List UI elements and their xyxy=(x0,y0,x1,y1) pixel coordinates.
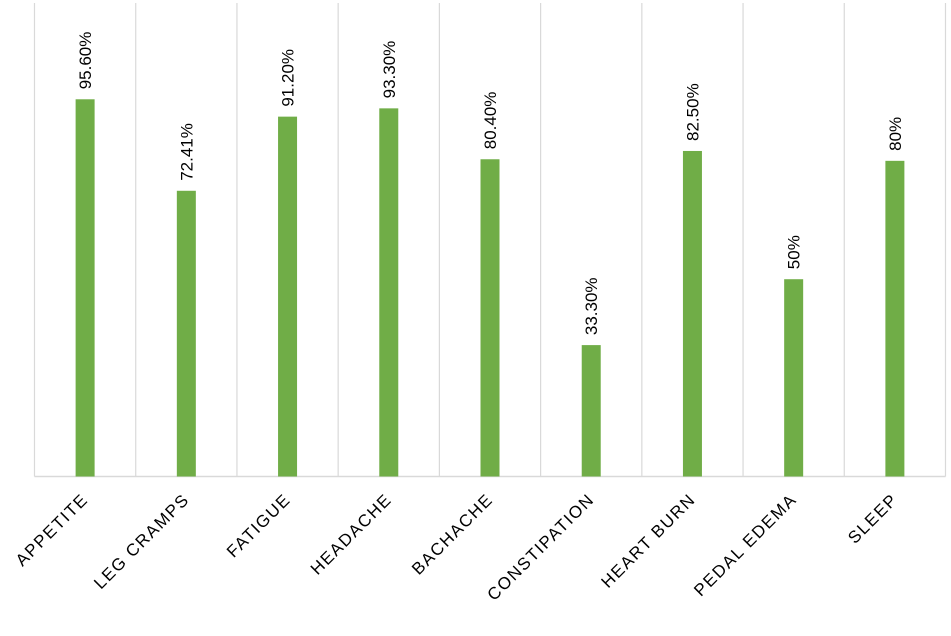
category-tick-label: HEADACHE xyxy=(307,490,396,579)
bar xyxy=(278,116,298,477)
category-tick-label: CONSTIPATION xyxy=(483,490,598,605)
bar xyxy=(480,159,500,477)
data-label: 91.20% xyxy=(279,49,298,107)
bars xyxy=(75,99,905,477)
bar xyxy=(682,150,702,477)
bar xyxy=(176,190,196,477)
data-label: 72.41% xyxy=(177,123,196,181)
bar xyxy=(784,279,804,477)
category-tick-label: PEDAL EDEMA xyxy=(690,490,800,600)
data-label: 80.40% xyxy=(481,92,500,150)
data-label: 93.30% xyxy=(380,41,399,99)
data-label: 33.30% xyxy=(582,277,601,335)
category-tick-label: APPETITE xyxy=(12,490,92,570)
data-label: 82.50% xyxy=(683,83,702,141)
data-label: 50% xyxy=(785,235,804,269)
category-tick-label: SLEEP xyxy=(844,490,901,547)
category-tick-label: FATIGUE xyxy=(223,490,294,561)
data-labels: 95.60% 72.41% 91.20% 93.30% 80.40% 33.30% 82.5… xyxy=(76,32,905,335)
data-label: 95.60% xyxy=(76,32,95,90)
bar xyxy=(885,160,905,477)
bar xyxy=(75,99,95,477)
category-tick-label: LEG CRAMPS xyxy=(90,490,193,593)
category-tick-label: BACHACHE xyxy=(408,490,497,579)
bar xyxy=(379,108,399,477)
category-tick-label: HEART BURN xyxy=(598,490,700,592)
bar xyxy=(581,345,601,477)
data-label: 80% xyxy=(886,117,905,151)
